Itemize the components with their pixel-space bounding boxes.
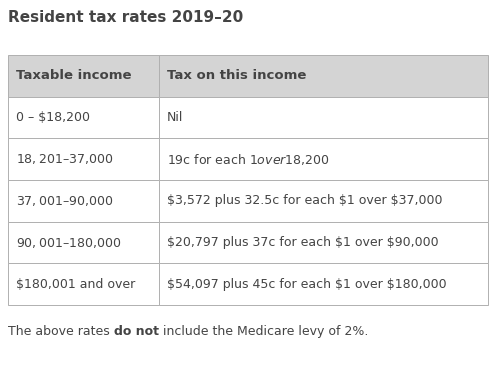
Text: The above rates: The above rates: [8, 325, 114, 338]
Text: $3,572 plus 32.5c for each $1 over $37,000: $3,572 plus 32.5c for each $1 over $37,0…: [167, 194, 442, 207]
Text: $20,797 plus 37c for each $1 over $90,000: $20,797 plus 37c for each $1 over $90,00…: [167, 236, 439, 249]
Text: $37,001 – $90,000: $37,001 – $90,000: [16, 194, 114, 208]
Bar: [8, 263, 159, 305]
Text: $18,201 – $37,000: $18,201 – $37,000: [16, 152, 114, 166]
Text: $180,001 and over: $180,001 and over: [16, 278, 135, 290]
Bar: [159, 55, 488, 97]
Text: include the Medicare levy of 2%.: include the Medicare levy of 2%.: [159, 325, 368, 338]
Bar: [8, 221, 159, 263]
Text: Tax on this income: Tax on this income: [167, 69, 306, 82]
Bar: [8, 180, 159, 221]
Bar: [159, 97, 488, 138]
Text: 19c for each $1 over $18,200: 19c for each $1 over $18,200: [167, 152, 330, 167]
Text: $54,097 plus 45c for each $1 over $180,000: $54,097 plus 45c for each $1 over $180,0…: [167, 278, 447, 290]
Bar: [8, 138, 159, 180]
Bar: [8, 55, 159, 97]
Text: $90,001 – $180,000: $90,001 – $180,000: [16, 236, 122, 250]
Text: Taxable income: Taxable income: [16, 69, 132, 82]
Text: do not: do not: [114, 325, 159, 338]
Bar: [159, 138, 488, 180]
Text: 0 – $18,200: 0 – $18,200: [16, 111, 90, 124]
Bar: [8, 97, 159, 138]
Bar: [159, 221, 488, 263]
Bar: [159, 180, 488, 221]
Text: Resident tax rates 2019–20: Resident tax rates 2019–20: [8, 10, 243, 25]
Bar: [159, 263, 488, 305]
Text: Nil: Nil: [167, 111, 184, 124]
